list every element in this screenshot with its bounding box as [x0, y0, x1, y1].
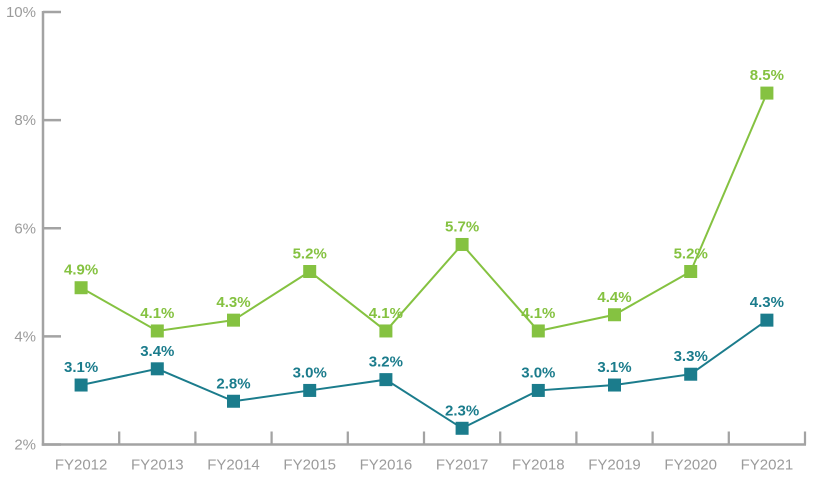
- green-series-data-label: 4.1%: [521, 305, 555, 322]
- teal-series-data-label: 3.1%: [597, 359, 631, 376]
- green-series-marker: [684, 265, 698, 278]
- teal-series-marker: [760, 313, 774, 327]
- teal-series-data-label: 3.1%: [64, 359, 98, 376]
- teal-series-data-label: 3.2%: [369, 354, 403, 371]
- x-axis-category-label: FY2019: [588, 457, 641, 474]
- teal-series-data-label: 2.3%: [445, 402, 479, 419]
- green-series-marker: [303, 265, 317, 278]
- teal-series-marker: [379, 373, 393, 387]
- y-axis-tick-label: 8%: [14, 112, 36, 129]
- x-axis-category-label: FY2021: [741, 457, 794, 474]
- teal-series-data-label: 2.8%: [216, 375, 250, 392]
- green-series-data-label: 4.1%: [369, 305, 403, 322]
- teal-series-data-label: 3.0%: [293, 364, 327, 381]
- x-axis-category-label: FY2012: [55, 457, 108, 474]
- teal-series-marker: [608, 378, 621, 392]
- x-axis-category-label: FY2017: [436, 457, 489, 474]
- x-axis-category-label: FY2013: [131, 457, 184, 474]
- teal-series-marker: [455, 421, 469, 435]
- teal-series-line: [80, 319, 768, 430]
- green-series-marker: [227, 313, 240, 327]
- x-axis-category-label: FY2015: [283, 457, 336, 474]
- green-series-marker: [531, 324, 545, 338]
- green-series-data-label: 5.2%: [293, 246, 327, 263]
- green-series-data-label: 4.3%: [216, 294, 250, 311]
- green-series-marker: [760, 86, 774, 100]
- teal-series-marker: [531, 383, 545, 397]
- green-series-data-label: 5.2%: [674, 246, 708, 263]
- teal-series-data-label: 3.4%: [140, 343, 174, 360]
- teal-series-data-label: 4.3%: [750, 294, 784, 311]
- green-series-marker: [608, 308, 621, 322]
- teal-series-data-label: 3.0%: [521, 364, 555, 381]
- green-series-data-label: 4.1%: [140, 305, 174, 322]
- y-axis-tick-label: 10%: [6, 4, 36, 21]
- y-axis-tick-label: 6%: [14, 220, 36, 237]
- teal-series-marker: [303, 383, 317, 397]
- teal-series-marker: [684, 367, 698, 381]
- x-axis-category-label: FY2018: [512, 457, 565, 474]
- green-series-data-label: 8.5%: [750, 67, 784, 84]
- green-series-marker: [379, 324, 393, 338]
- green-series-data-label: 4.4%: [597, 289, 631, 306]
- x-axis-category-label: FY2020: [664, 457, 717, 474]
- teal-series-data-label: 3.3%: [674, 348, 708, 365]
- green-series-data-label: 4.9%: [64, 262, 98, 279]
- x-axis-category-label: FY2014: [207, 457, 260, 474]
- teal-series-marker: [74, 378, 88, 392]
- x-axis-category-label: FY2016: [360, 457, 413, 474]
- teal-series-marker: [150, 362, 164, 376]
- green-series-marker: [455, 237, 469, 251]
- y-axis-tick-label: 4%: [14, 328, 36, 345]
- y-axis-tick-label: 2%: [14, 437, 36, 454]
- green-series-data-label: 5.7%: [445, 218, 479, 235]
- green-series-marker: [150, 324, 164, 338]
- teal-series-marker: [227, 394, 240, 408]
- green-series-marker: [74, 281, 88, 295]
- green-series-line: [80, 92, 768, 333]
